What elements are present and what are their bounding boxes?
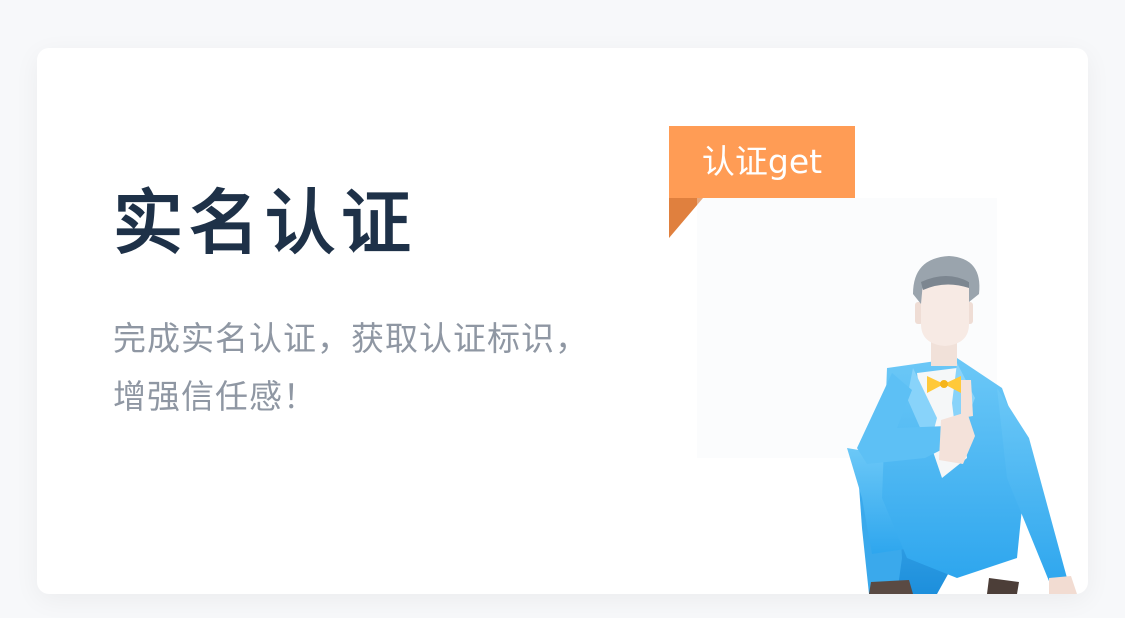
head-icon bbox=[913, 256, 980, 346]
verification-card: 实名认证 完成实名认证，获取认证标识， 增强信任感！ 认证get bbox=[37, 48, 1088, 594]
shoe-icon bbox=[869, 580, 913, 594]
hand-icon bbox=[1049, 576, 1077, 594]
thumbs-up-man-illustration bbox=[697, 198, 1077, 594]
bow-tie-icon bbox=[927, 376, 961, 393]
badge-fold-icon bbox=[669, 198, 703, 238]
page-title: 实名认证 bbox=[113, 182, 417, 264]
description-line-2: 增强信任感！ bbox=[113, 377, 317, 416]
description: 完成实名认证，获取认证标识， 增强信任感！ bbox=[113, 310, 589, 426]
thumbs-up-icon bbox=[939, 380, 975, 464]
description-line-1: 完成实名认证，获取认证标识， bbox=[113, 319, 589, 358]
verified-badge: 认证get bbox=[669, 126, 855, 198]
